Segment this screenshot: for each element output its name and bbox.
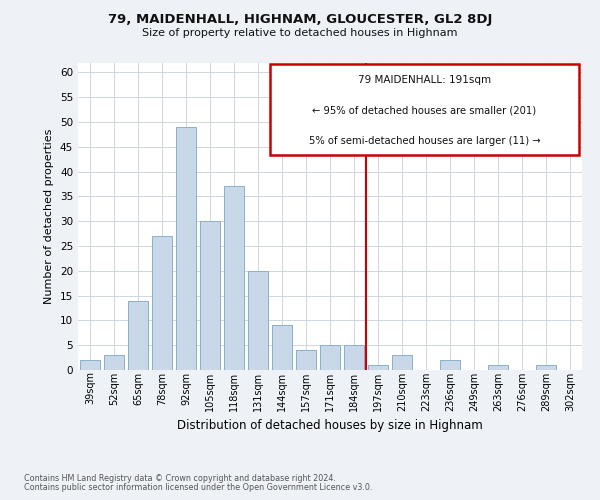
Bar: [272, 326, 292, 370]
Bar: [152, 236, 172, 370]
Bar: [296, 350, 316, 370]
Bar: [248, 271, 268, 370]
Y-axis label: Number of detached properties: Number of detached properties: [44, 128, 55, 304]
Bar: [344, 345, 364, 370]
Bar: [536, 365, 556, 370]
Bar: [128, 300, 148, 370]
FancyBboxPatch shape: [269, 64, 580, 155]
Bar: [440, 360, 460, 370]
Text: Contains public sector information licensed under the Open Government Licence v3: Contains public sector information licen…: [24, 483, 373, 492]
Text: 5% of semi-detached houses are larger (11) →: 5% of semi-detached houses are larger (1…: [308, 136, 541, 146]
Bar: [80, 360, 100, 370]
Bar: [320, 345, 340, 370]
Text: 79 MAIDENHALL: 191sqm: 79 MAIDENHALL: 191sqm: [358, 75, 491, 85]
Text: 79, MAIDENHALL, HIGHNAM, GLOUCESTER, GL2 8DJ: 79, MAIDENHALL, HIGHNAM, GLOUCESTER, GL2…: [108, 12, 492, 26]
Bar: [392, 355, 412, 370]
Bar: [488, 365, 508, 370]
Bar: [224, 186, 244, 370]
Bar: [176, 127, 196, 370]
Text: ← 95% of detached houses are smaller (201): ← 95% of detached houses are smaller (20…: [313, 106, 536, 116]
Bar: [200, 221, 220, 370]
Bar: [368, 365, 388, 370]
X-axis label: Distribution of detached houses by size in Highnam: Distribution of detached houses by size …: [177, 419, 483, 432]
Text: Contains HM Land Registry data © Crown copyright and database right 2024.: Contains HM Land Registry data © Crown c…: [24, 474, 336, 483]
Bar: [104, 355, 124, 370]
Text: Size of property relative to detached houses in Highnam: Size of property relative to detached ho…: [142, 28, 458, 38]
